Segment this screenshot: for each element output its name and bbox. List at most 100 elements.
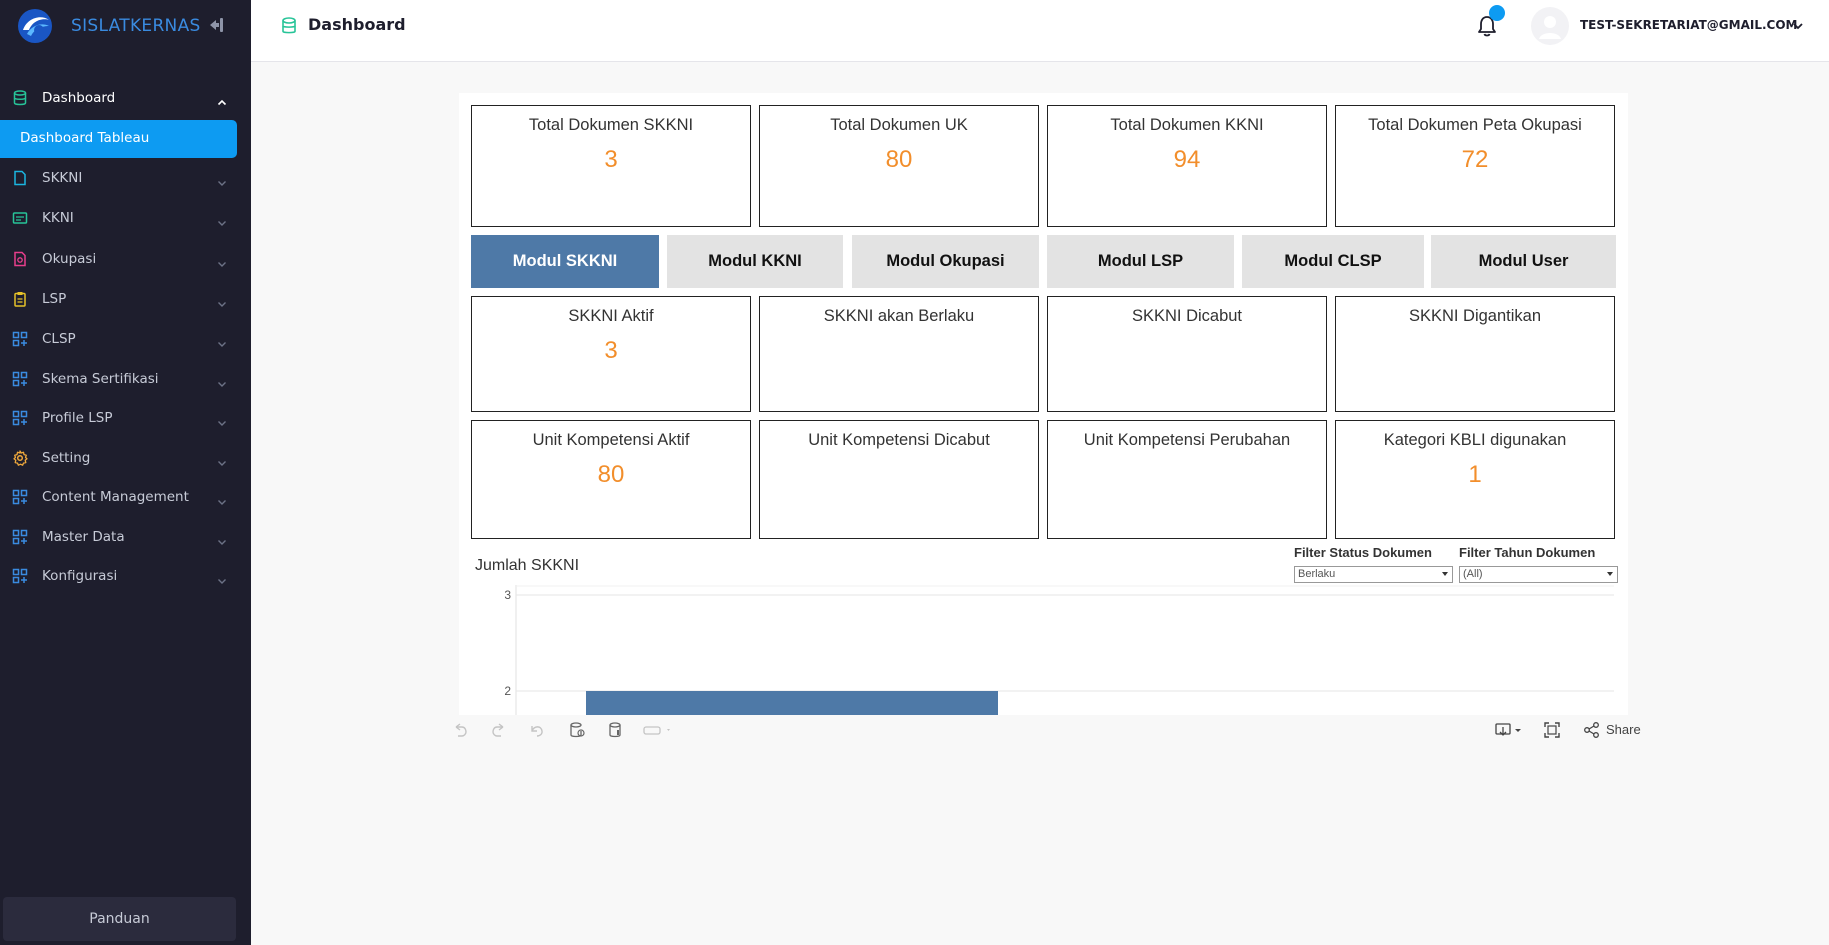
refresh-data-icon[interactable] xyxy=(568,721,586,739)
sidebar-item-label: Content Management xyxy=(42,489,189,505)
card-title: Total Dokumen Peta Okupasi xyxy=(1368,116,1582,134)
y-tick-label: 3 xyxy=(504,588,511,602)
chevron-down-icon xyxy=(217,571,227,584)
filter-status-value: Berlaku xyxy=(1298,568,1336,580)
module-button-modul-user[interactable]: Modul User xyxy=(1431,235,1616,288)
y-tick-label: 2 xyxy=(504,684,511,698)
card-value: 72 xyxy=(1461,146,1489,173)
view-selector-icon[interactable] xyxy=(643,721,673,739)
sidebar-item-label: Setting xyxy=(42,450,91,466)
sidebar: SISLATKERNAS Dashboard SKKNI KKNI Okupasi LS… xyxy=(0,0,251,945)
card-value: 3 xyxy=(604,337,618,364)
card-title: Total Dokumen UK xyxy=(830,116,968,134)
module-button-modul-kkni[interactable]: Modul KKNI xyxy=(667,235,843,288)
sidebar-item-label: Master Data xyxy=(42,529,125,545)
module-button-modul-lsp[interactable]: Modul LSP xyxy=(1047,235,1234,288)
chevron-down-icon xyxy=(217,374,227,387)
file-icon xyxy=(12,170,28,186)
dropdown-arrow-icon xyxy=(1442,572,1448,576)
chevron-down-icon[interactable] xyxy=(1792,20,1804,32)
sidebar-item-label: CLSP xyxy=(42,331,76,347)
clipboard-icon xyxy=(12,291,28,307)
filter-status-label: Filter Status Dokumen xyxy=(1294,545,1432,560)
panduan-button[interactable]: Panduan xyxy=(3,897,236,941)
chevron-down-icon xyxy=(217,532,227,545)
card-title: Total Dokumen KKNI xyxy=(1110,116,1264,134)
chevron-down-icon xyxy=(217,254,227,267)
database-icon xyxy=(12,90,28,106)
unit-kompetensi-card: Unit Kompetensi Dicabut xyxy=(759,420,1039,539)
sidebar-item-setting[interactable]: Setting xyxy=(0,439,251,477)
card-value: 1 xyxy=(1468,461,1482,488)
sidebar-subitem-label: Dashboard Tableau xyxy=(20,130,150,146)
chart-title: Jumlah SKKNI xyxy=(475,557,580,574)
share-icon[interactable] xyxy=(1583,721,1601,739)
sidebar-item-content-management[interactable]: Content Management xyxy=(0,478,251,516)
sidebar-item-profile-lsp[interactable]: Profile LSP xyxy=(0,399,251,437)
redo-icon[interactable] xyxy=(490,721,508,739)
filter-tahun-label: Filter Tahun Dokumen xyxy=(1459,545,1596,560)
sidebar-item-skkni[interactable]: SKKNI xyxy=(0,159,251,197)
grid-plus-icon xyxy=(12,410,28,426)
bar-chart: 32 xyxy=(504,585,1614,715)
fullscreen-icon[interactable] xyxy=(1543,721,1561,739)
card-title: Kategori KBLI digunakan xyxy=(1383,431,1567,449)
sidebar-item-label: SKKNI xyxy=(42,170,83,186)
sidebar-item-konfigurasi[interactable]: Konfigurasi xyxy=(0,557,251,595)
notification-badge xyxy=(1489,5,1505,21)
sidebar-item-lsp[interactable]: LSP xyxy=(0,280,251,318)
chevron-down-icon xyxy=(217,334,227,347)
module-button-modul-okupasi[interactable]: Modul Okupasi xyxy=(852,235,1039,288)
card-value: 3 xyxy=(604,146,618,173)
sidebar-item-master-data[interactable]: Master Data xyxy=(0,518,251,556)
sidebar-item-label: LSP xyxy=(42,291,67,307)
unit-kompetensi-card: Unit Kompetensi Aktif 80 xyxy=(471,420,751,539)
module-button-modul-skkni[interactable]: Modul SKKNI xyxy=(471,235,659,288)
sidebar-item-label: Dashboard xyxy=(42,90,116,106)
sidebar-item-clsp[interactable]: CLSP xyxy=(0,320,251,358)
card-value: 80 xyxy=(885,146,913,173)
card-title: Total Dokumen SKKNI xyxy=(528,116,694,134)
grid-plus-icon xyxy=(12,568,28,584)
unit-kompetensi-card: Kategori KBLI digunakan 1 xyxy=(1335,420,1615,539)
pause-updates-icon[interactable] xyxy=(607,721,625,739)
card-title: SKKNI Dicabut xyxy=(1131,307,1243,325)
skkni-status-card: SKKNI Digantikan xyxy=(1335,296,1615,412)
avatar[interactable] xyxy=(1531,7,1569,45)
undo-icon[interactable] xyxy=(451,721,469,739)
filter-tahun-select[interactable]: (All) xyxy=(1459,566,1618,583)
sidebar-item-okupasi[interactable]: Okupasi xyxy=(0,240,251,278)
share-button[interactable]: Share xyxy=(1606,722,1641,737)
logo-icon xyxy=(18,9,52,43)
page-title: Dashboard xyxy=(308,15,406,34)
sidebar-item-skema-sertifikasi[interactable]: Skema Sertifikasi xyxy=(0,360,251,398)
collapse-sidebar-button[interactable] xyxy=(208,16,226,34)
card-title: Unit Kompetensi Aktif xyxy=(532,431,690,449)
sidebar-item-label: Konfigurasi xyxy=(42,568,118,584)
kpi-card: Total Dokumen Peta Okupasi 72 xyxy=(1335,105,1615,227)
brand-name: SISLATKERNAS xyxy=(71,16,201,36)
sidebar-subitem-dashboard-tableau[interactable]: Dashboard Tableau xyxy=(0,120,237,158)
card-value: 94 xyxy=(1173,146,1201,173)
card-title: SKKNI akan Berlaku xyxy=(823,307,975,325)
filter-status-select[interactable]: Berlaku xyxy=(1294,566,1453,583)
document-icon xyxy=(12,210,28,226)
brand[interactable]: SISLATKERNAS xyxy=(17,6,201,46)
grid-plus-icon xyxy=(12,331,28,347)
sidebar-item-dashboard[interactable]: Dashboard xyxy=(0,79,251,117)
chevron-down-icon xyxy=(217,413,227,426)
download-icon[interactable] xyxy=(1494,721,1524,739)
bar xyxy=(586,691,998,715)
chevron-down-icon xyxy=(217,492,227,505)
grid-plus-icon xyxy=(12,489,28,505)
user-email[interactable]: TEST-SEKRETARIAT@GMAIL.COM xyxy=(1580,18,1798,32)
unit-kompetensi-card: Unit Kompetensi Perubahan xyxy=(1047,420,1327,539)
module-button-modul-clsp[interactable]: Modul CLSP xyxy=(1242,235,1424,288)
grid-plus-icon xyxy=(12,371,28,387)
chevron-up-icon xyxy=(217,93,227,106)
chevron-down-icon xyxy=(217,173,227,186)
sidebar-item-kkni[interactable]: KKNI xyxy=(0,199,251,237)
revert-icon[interactable] xyxy=(528,721,546,739)
chevron-down-icon xyxy=(217,453,227,466)
